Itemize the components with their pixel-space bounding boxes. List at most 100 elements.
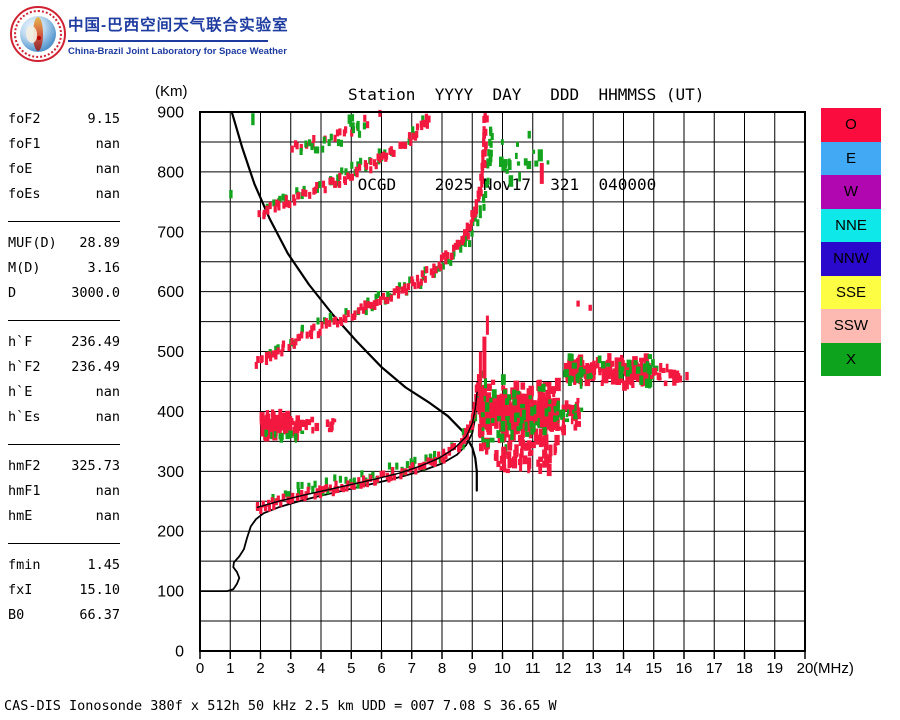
echo-F-trace-O-2hop bbox=[400, 286, 405, 294]
echo-left-patch-tail bbox=[325, 419, 330, 427]
echo-F-trace-O-2hop bbox=[310, 325, 314, 333]
x-tick-label: 1 bbox=[226, 660, 234, 677]
station-header: Station YYYY DAY DDD HHMMSS (UT) OCGD 20… bbox=[348, 20, 704, 260]
echo-band-12-15-green bbox=[629, 366, 632, 374]
echo-F-trace-X-1hop bbox=[438, 455, 442, 463]
echo-F-trace-O-2hop bbox=[470, 210, 474, 218]
echo-spread-f-under bbox=[496, 460, 501, 467]
echo-F-trace-O-2hop bbox=[281, 340, 286, 348]
x-tick-label: 20 bbox=[797, 660, 814, 677]
echo-F-trace-O-1hop bbox=[357, 477, 361, 485]
echo-F-trace-O-1hop bbox=[411, 462, 415, 470]
echo-left-patch-tail bbox=[311, 426, 315, 434]
echo-F-trace-X-1hop bbox=[433, 450, 437, 458]
echo-band-12-15-green bbox=[590, 374, 593, 379]
echo-F-trace-O-2hop bbox=[297, 333, 301, 341]
echo-F-trace-O-2hop bbox=[254, 361, 258, 369]
param-value: 325.73 bbox=[71, 458, 120, 474]
echo-F-trace-X-3hop bbox=[295, 187, 299, 195]
echo-band-lower-arm bbox=[576, 421, 581, 427]
echo-upper-partial-trace-O bbox=[363, 114, 367, 122]
echo-left-patch bbox=[289, 418, 294, 425]
x-tick-label: 9 bbox=[468, 660, 476, 677]
echo-upper-partial-trace-X bbox=[313, 146, 318, 154]
param-value: nan bbox=[95, 161, 120, 177]
echo-F-trace-X-1hop bbox=[356, 481, 360, 489]
echo-F-trace-O-3hop bbox=[323, 186, 327, 194]
echo-F-trace-O-3hop bbox=[257, 210, 261, 218]
logo-land bbox=[25, 26, 38, 44]
echo-F-trace-O-2hop bbox=[300, 331, 304, 339]
echo-F-trace-O-3hop bbox=[275, 199, 279, 207]
echo-band-sparse-right bbox=[657, 377, 662, 381]
echo-spread-f-under bbox=[544, 452, 548, 462]
echo-spread-f-core bbox=[538, 410, 543, 424]
echo-F-trace-X-2hop bbox=[476, 219, 480, 227]
echo-F-trace-O-3hop bbox=[338, 180, 342, 188]
echo-F-trace-X-2hop bbox=[328, 312, 332, 320]
echo-F-trace-O-1hop bbox=[318, 485, 322, 493]
echo-upper-partial-trace-O bbox=[290, 145, 294, 153]
echo-F-trace-O-3hop bbox=[328, 177, 332, 185]
echo-F-trace-X-1hop bbox=[311, 485, 315, 493]
echo-F-trace-O-2hop bbox=[260, 355, 264, 363]
echo-band-12-15-green bbox=[571, 362, 577, 369]
echo-F-trace-O-3hop bbox=[262, 209, 266, 217]
echo-spread-f-green bbox=[483, 395, 487, 402]
echo-upper-partial-trace-X bbox=[316, 146, 320, 154]
echo-band-sparse-right bbox=[651, 368, 656, 376]
echo-spread-f-core bbox=[536, 403, 542, 409]
echo-spread-f-green bbox=[486, 439, 490, 448]
echo-F-trace-O-2hop bbox=[318, 328, 322, 336]
param-separator bbox=[8, 543, 120, 544]
param-row: B0 66.37 bbox=[8, 603, 120, 628]
param-label: fmin bbox=[8, 557, 41, 573]
echo-spread-f-core bbox=[528, 385, 534, 397]
echo-band-lower-arm-green bbox=[560, 415, 564, 420]
echo-F-trace-O-1hop bbox=[359, 481, 363, 489]
echo-spread-f-core bbox=[478, 430, 485, 439]
echo-F-trace-X-3hop bbox=[281, 193, 285, 201]
echo-spread-f-core bbox=[541, 438, 546, 443]
echo-F-trace-O-2hop bbox=[420, 270, 424, 278]
echo-left-patch bbox=[271, 421, 275, 429]
echo-F-trace-O-1hop bbox=[259, 507, 263, 514]
echo-F-trace-O-3hop bbox=[415, 130, 419, 138]
echo-spread-f-core bbox=[490, 379, 496, 385]
echo-spread-f-under bbox=[528, 450, 534, 456]
echo-spread-f-core bbox=[501, 413, 505, 420]
echo-spread-f-green bbox=[524, 421, 528, 432]
echo-F-trace-O-3hop bbox=[350, 173, 354, 181]
echo-stray bbox=[588, 304, 592, 311]
echo-F-trace-O-1hop bbox=[276, 495, 280, 503]
echo-upper-partial-trace-X bbox=[357, 130, 362, 138]
echo-band-lower-arm bbox=[542, 400, 548, 409]
echo-F-trace-O-2hop bbox=[480, 170, 484, 178]
echo-spread-f-core bbox=[555, 420, 560, 431]
echo-F-trace-X-1hop bbox=[395, 462, 399, 470]
echo-F-trace-O-2hop bbox=[483, 149, 487, 157]
echo-left-patch-tail bbox=[305, 419, 308, 423]
echo-F-trace-O-2hop bbox=[320, 321, 324, 329]
echo-spread-f-core bbox=[536, 380, 540, 391]
y-tick-label: 700 bbox=[157, 224, 184, 241]
echo-F-trace-O-1hop bbox=[270, 497, 274, 505]
echo-high-green-scatter bbox=[523, 158, 528, 166]
echo-F-trace-O-3hop bbox=[369, 158, 373, 166]
echo-F-trace-O-1hop bbox=[324, 484, 329, 492]
echo-F-trace-O-2hop bbox=[264, 352, 269, 359]
echo-F-trace-O-1hop bbox=[474, 393, 478, 401]
echo-spread-f-core bbox=[528, 415, 533, 426]
echo-F-trace-X-2hop bbox=[473, 214, 477, 222]
echo-spread-f-core bbox=[534, 428, 538, 442]
echo-spread-f-green bbox=[500, 421, 506, 432]
echo-F-trace-O-2hop bbox=[478, 187, 483, 195]
echo-F-trace-O-2hop bbox=[471, 214, 475, 222]
echo-F-trace-X-3hop bbox=[317, 181, 322, 189]
echo-F-trace-O-3hop bbox=[304, 189, 308, 197]
echo-band-sparse-right bbox=[661, 367, 666, 373]
echo-F-trace-O-1hop bbox=[389, 474, 393, 482]
echo-F-trace-O-1hop bbox=[286, 496, 290, 504]
echo-F-trace-O-1hop bbox=[437, 451, 441, 459]
